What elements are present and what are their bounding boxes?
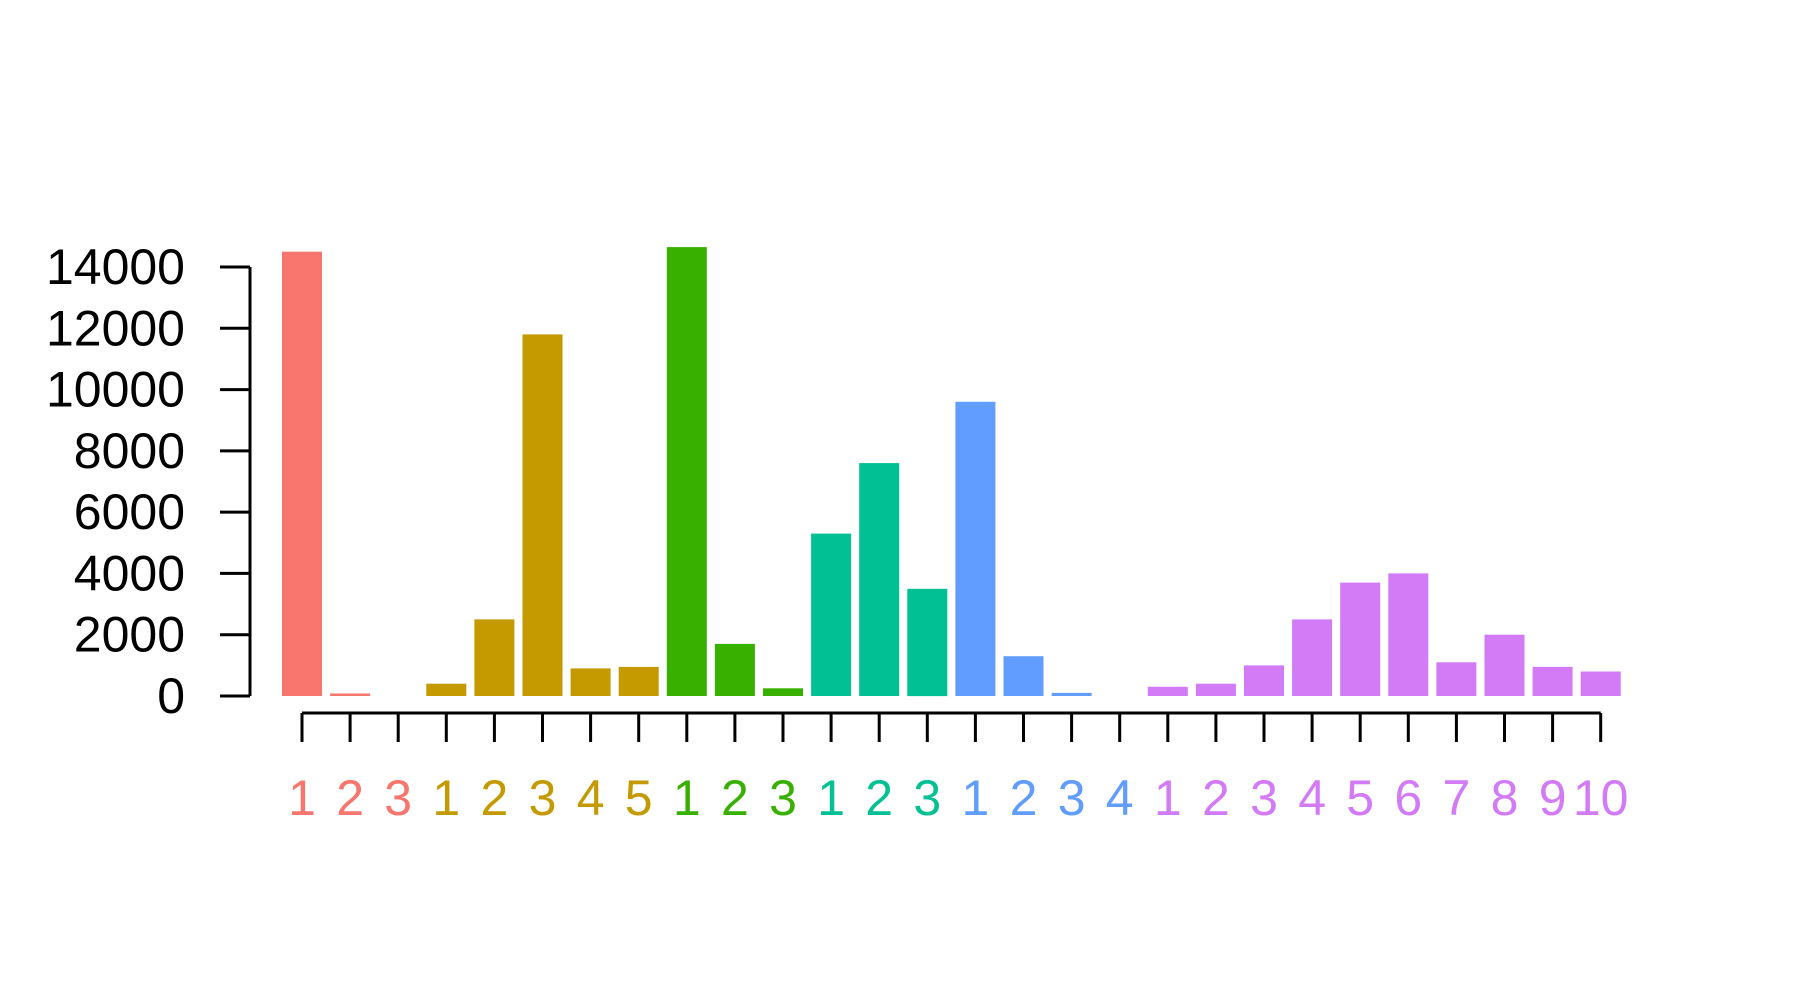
x-tick-label: 3 [1250, 770, 1278, 826]
bar-group2-3 [522, 334, 563, 696]
x-tick-label: 6 [1394, 770, 1422, 826]
bar-group2-2 [474, 619, 515, 696]
y-tick-label: 12000 [46, 300, 185, 356]
bar-group4-1 [811, 533, 852, 696]
bar-group2-4 [570, 668, 611, 696]
x-tick-label: 2 [1010, 770, 1038, 826]
bar-group2-1 [426, 683, 467, 696]
bar-group4-2 [859, 463, 900, 696]
bar-group6-8 [1484, 634, 1525, 696]
bar-group1-1 [282, 251, 322, 696]
y-tick-label: 10000 [46, 362, 185, 418]
bar-group3-2 [714, 643, 755, 696]
bar-group1-2 [330, 693, 371, 696]
x-tick-label: 1 [961, 770, 989, 826]
bar-group6-5 [1340, 582, 1381, 696]
y-tick-label: 2000 [74, 607, 185, 663]
bar-group3-1 [666, 247, 707, 696]
bar-group4-3 [907, 588, 948, 697]
bar-group6-9 [1532, 666, 1573, 696]
x-tick-label: 4 [577, 770, 605, 826]
x-tick-label: 1 [288, 770, 316, 826]
x-tick-label: 1 [432, 770, 460, 826]
x-tick-label: 4 [1298, 770, 1326, 826]
bar-group6-4 [1292, 619, 1333, 696]
y-tick-label: 4000 [74, 545, 185, 601]
x-tick-label: 3 [384, 770, 412, 826]
x-tick-label: 9 [1539, 770, 1567, 826]
x-tick-label: 1 [1154, 770, 1182, 826]
x-tick-label: 2 [721, 770, 749, 826]
y-tick-label: 6000 [74, 484, 185, 540]
x-tick-label: 8 [1491, 770, 1519, 826]
bar-group6-10 [1580, 671, 1621, 696]
x-axis: 1 2 3 1 2 3 4 5 1 2 3 1 2 3 1 2 3 4 1 2 3 4 5 6 7 8 9 10 [288, 711, 1629, 826]
x-tick-label: 5 [1346, 770, 1374, 826]
x-tick-label: 2 [336, 770, 364, 826]
bar-group6-7 [1436, 662, 1477, 696]
x-tick-label: 1 [673, 770, 701, 826]
bar-group5-2 [1003, 656, 1044, 696]
y-tick-label: 0 [157, 668, 185, 724]
bar-group6-1 [1147, 686, 1188, 696]
x-tick-label: 7 [1442, 770, 1470, 826]
bar-group3-3 [763, 688, 803, 696]
y-tick-label: 14000 [46, 239, 185, 295]
x-tick-label: 2 [1202, 770, 1230, 826]
y-tick-label: 8000 [74, 423, 185, 479]
x-tick-label: 1 [817, 770, 845, 826]
bar-group5-3 [1051, 692, 1092, 696]
x-tick-label: 3 [913, 770, 941, 826]
bar-group5-1 [955, 401, 996, 696]
x-tick-label: 3 [1058, 770, 1086, 826]
bar-group6-6 [1388, 573, 1429, 696]
x-tick-label: 4 [1106, 770, 1134, 826]
bars-layer [282, 247, 1621, 697]
x-tick-label: 5 [625, 770, 653, 826]
x-tick-label: 2 [480, 770, 508, 826]
bar-group6-2 [1195, 683, 1236, 696]
bar-group6-3 [1244, 665, 1284, 696]
x-tick-label: 3 [529, 770, 557, 826]
x-tick-label: 3 [769, 770, 797, 826]
bar-group2-5 [618, 666, 659, 696]
x-tick-label: 2 [865, 770, 893, 826]
x-tick-label: 10 [1573, 770, 1629, 826]
